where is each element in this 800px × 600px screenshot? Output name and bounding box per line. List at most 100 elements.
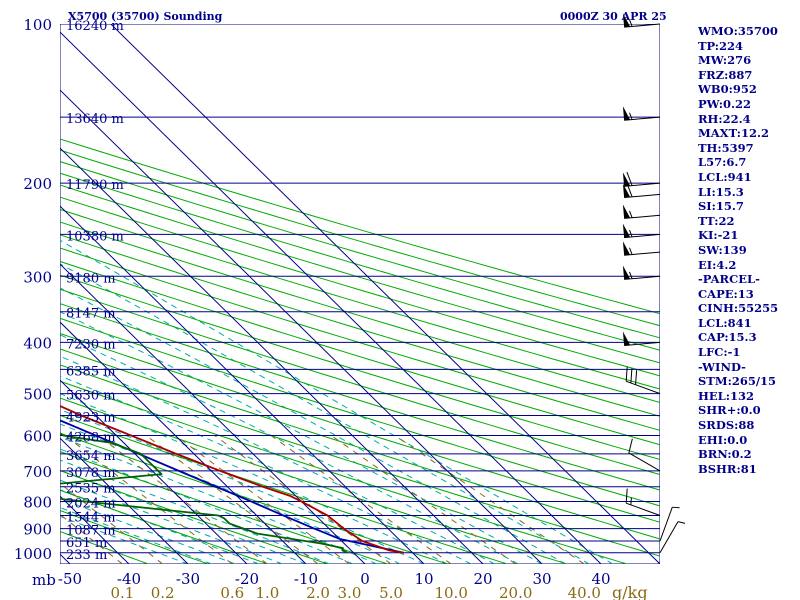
sounding-index-line: CINH:55255 — [698, 301, 779, 316]
wind-barb — [622, 265, 661, 280]
height-label: 4923 m — [66, 411, 116, 426]
mixing-ratio-line — [270, 435, 452, 564]
sounding-index-line: EHI:0.0 — [698, 432, 748, 447]
dry-adiabat-line — [60, 288, 660, 476]
temperature-tick-label: -30 — [176, 570, 200, 588]
pressure-tick-label: 100 — [23, 16, 52, 34]
temperature-tick-label: 10 — [414, 570, 433, 588]
sounding-index-line: MW:276 — [698, 53, 752, 68]
sounding-indices-panel: WMO:35700 TP:224 MW:276 FRZ:887 WB0:952 PW:0.… — [698, 24, 798, 476]
height-label: 2024 m — [66, 497, 116, 512]
wind-barb — [625, 366, 661, 395]
height-label: 5630 m — [66, 389, 116, 404]
dry-adiabat-line — [60, 161, 660, 339]
wind-barb-flag — [622, 106, 631, 121]
sounding-index-line: TH:5397 — [698, 140, 754, 155]
wind-barb-staff — [624, 275, 661, 280]
height-label: 1087 m — [66, 524, 116, 539]
wind-barb — [622, 223, 661, 239]
isotherm-line — [110, 24, 660, 564]
temperature-tick-label: 40 — [591, 570, 610, 588]
dry-adiabat-line — [60, 260, 660, 446]
mixing-ratio-line — [331, 435, 516, 564]
sounding-index-line: SHR+:0.0 — [698, 403, 761, 418]
dry-adiabat-line — [60, 247, 660, 431]
mixing-ratio-line — [97, 435, 268, 564]
wind-barb-flag — [622, 223, 631, 238]
sounding-index-line: SI:15.7 — [698, 199, 744, 214]
height-label: 3078 m — [66, 466, 116, 481]
mixing-ratio-line — [394, 435, 585, 564]
dry-adiabat-line — [60, 509, 209, 564]
dewpoint-trace — [60, 432, 349, 554]
dry-adiabat-line — [60, 317, 660, 507]
sounding-index-line: LCL:841 — [698, 315, 752, 330]
dry-adiabat-line — [60, 138, 660, 315]
temperature-tick-label: 0 — [360, 570, 370, 588]
wind-barb — [622, 171, 661, 187]
isotherm-line — [60, 147, 484, 564]
wind-barb-staff — [628, 452, 661, 472]
parcel-trace — [60, 419, 404, 554]
mixing-ratio-tick-label: 2.0 — [306, 584, 330, 600]
dry-adiabat-line — [60, 196, 660, 377]
isotherm-line — [60, 437, 189, 564]
isotherm-line — [60, 321, 307, 564]
mixing-ratio-tick-label: 5.0 — [379, 584, 403, 600]
wind-barb — [622, 241, 661, 256]
wind-barb-flag — [622, 241, 631, 256]
pressure-tick-label: 200 — [23, 175, 52, 193]
wind-barb — [622, 331, 661, 347]
mixing-ratio-line — [175, 435, 350, 564]
dry-adiabat-line — [60, 432, 448, 564]
pressure-tick-label: 300 — [23, 268, 52, 286]
wind-barb-half-feather — [629, 19, 633, 27]
mixing-ratio-line — [145, 435, 319, 564]
height-label: 13640 m — [66, 112, 124, 127]
sounding-index-line: KI:-21 — [698, 228, 739, 243]
temperature-tick-label: -10 — [294, 570, 318, 588]
moist-adiabat-line — [60, 375, 472, 564]
sounding-profiles — [60, 404, 404, 554]
wind-barb-half-feather — [630, 497, 632, 505]
height-label: 3654 m — [66, 449, 116, 464]
wind-barb-staff — [624, 23, 661, 28]
wind-barb — [659, 506, 680, 542]
sounding-index-line: LFC:-1 — [698, 345, 741, 360]
pressure-tick-label: 400 — [23, 334, 52, 352]
temperature-tick-label: -50 — [58, 570, 82, 588]
sounding-index-line: EI:4.2 — [698, 257, 737, 272]
dry-adiabat-line — [60, 234, 660, 417]
wind-barb-half-feather — [629, 112, 633, 120]
sounding-index-line: TT:22 — [698, 213, 735, 228]
grid-lines — [60, 24, 660, 564]
moist-adiabat-line — [60, 355, 496, 564]
wind-barb-feather — [630, 368, 633, 384]
wind-barb-flag — [622, 13, 631, 28]
wind-barb-flag — [622, 265, 631, 280]
mixing-ratio-line — [214, 435, 392, 564]
wind-barb-feather — [635, 370, 638, 385]
height-label: 8147 m — [66, 307, 116, 322]
mixing-ratio-tick-label: 0.6 — [220, 584, 244, 600]
mixing-ratio-tick-label: 1.0 — [255, 584, 279, 600]
temperature-tick-label: 20 — [473, 570, 492, 588]
height-label: 9180 m — [66, 271, 116, 286]
temperature-trace — [60, 404, 404, 554]
mixing-ratio-tick-label: 10.0 — [434, 584, 467, 600]
temperature-tick-label: 30 — [532, 570, 551, 588]
pressure-tick-label: 600 — [23, 427, 52, 445]
wind-barb-feather — [625, 366, 628, 382]
height-label: 4268 m — [66, 430, 116, 445]
sounding-index-line: CAP:15.3 — [698, 330, 757, 345]
dry-adiabat-line — [60, 348, 660, 540]
pressure-tick-label: 1000 — [14, 545, 52, 563]
wind-barb-feather — [625, 488, 628, 504]
dry-adiabat-line — [60, 414, 508, 564]
height-label: 651 m — [66, 536, 107, 551]
dry-adiabat-line — [60, 397, 568, 564]
sounding-index-line: FRZ:887 — [698, 67, 753, 82]
mixing-ratio-line — [64, 435, 233, 564]
